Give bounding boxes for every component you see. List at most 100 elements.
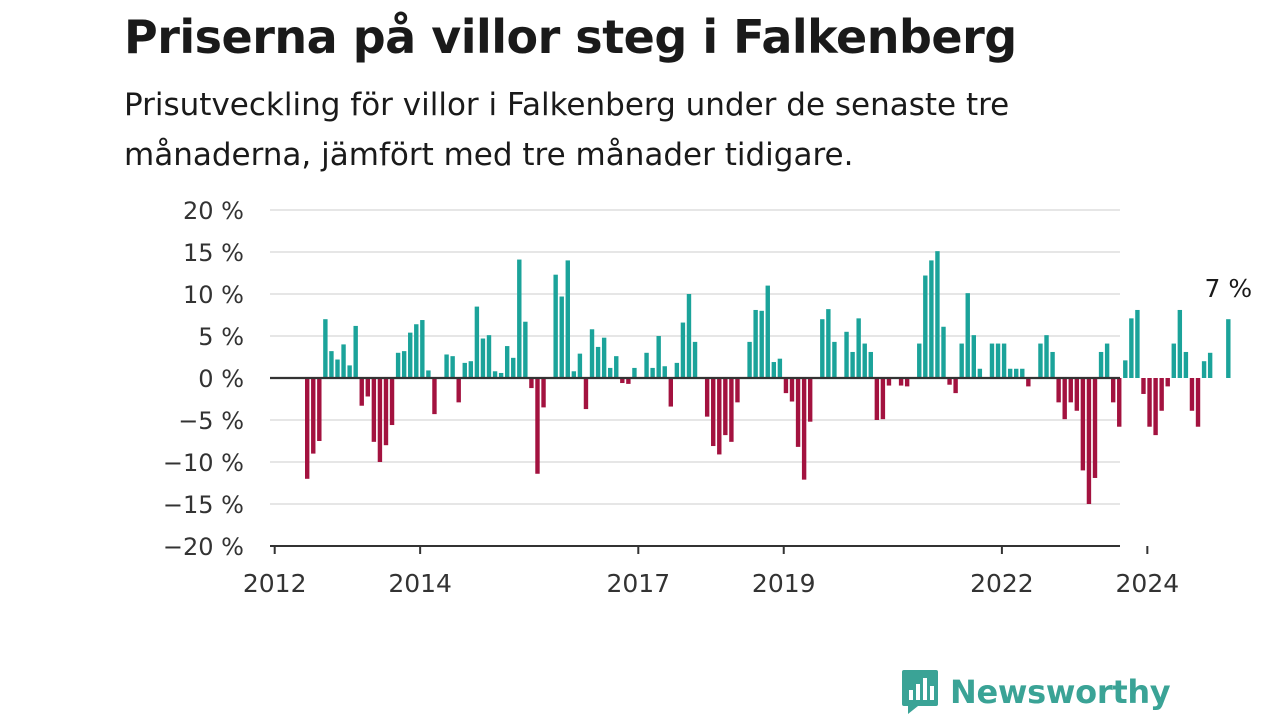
- bar: [935, 251, 940, 378]
- bar: [765, 285, 770, 378]
- x-axis-labels: 2012 2014 2017 2019 2022 2024: [243, 546, 1179, 598]
- bar: [626, 378, 631, 384]
- bar: [953, 378, 958, 394]
- bar: [801, 378, 807, 480]
- x-tick-label: 2022: [970, 569, 1034, 598]
- bar: [614, 356, 619, 378]
- grid-lines: [270, 209, 1120, 505]
- bar: [1044, 335, 1049, 378]
- bar: [832, 341, 837, 378]
- bar: [401, 351, 407, 378]
- bar: [874, 378, 880, 420]
- bar: [735, 378, 740, 403]
- bar: [1014, 368, 1019, 378]
- y-tick-label: 10 %: [183, 281, 244, 309]
- x-tick-label: 2019: [752, 569, 816, 598]
- bar: [1207, 352, 1213, 378]
- bar: [898, 378, 904, 386]
- chart-title: Priserna på villor steg i Falkenberg: [124, 10, 1017, 64]
- bar: [486, 335, 492, 378]
- bar: [474, 306, 480, 378]
- bar: [1074, 378, 1080, 411]
- bar: [704, 378, 710, 417]
- annotations: 7 %: [1205, 274, 1253, 303]
- bar: [1123, 360, 1128, 378]
- bar: [674, 362, 680, 378]
- bar: [553, 274, 558, 378]
- bar: [535, 378, 540, 474]
- bar: [420, 320, 425, 378]
- bar: [1026, 378, 1031, 387]
- y-tick-label: 20 %: [183, 197, 244, 225]
- bar: [729, 378, 734, 442]
- bars: [305, 251, 1231, 504]
- bar: [335, 359, 340, 378]
- bar: [462, 362, 467, 378]
- bar: [947, 378, 952, 385]
- bar: [1189, 378, 1195, 411]
- bar: [523, 321, 528, 378]
- bar: [880, 378, 886, 420]
- bar: [1050, 351, 1055, 378]
- bar: [620, 378, 625, 384]
- bar: [589, 329, 595, 378]
- bar: [1141, 378, 1146, 394]
- bar: [965, 293, 970, 378]
- bar: [692, 341, 698, 378]
- bar: [929, 260, 934, 378]
- x-tick-label: 2017: [606, 569, 670, 598]
- bar: [432, 378, 437, 415]
- bar: [995, 343, 1001, 378]
- bar: [498, 372, 504, 378]
- bar: [1007, 368, 1013, 378]
- bar: [492, 371, 498, 378]
- bar: [571, 371, 577, 378]
- bar: [1056, 378, 1061, 403]
- brand-logo: Newsworthy: [900, 668, 1171, 716]
- bar: [686, 294, 692, 378]
- bar: [347, 365, 352, 378]
- bar: [444, 354, 449, 378]
- bar: [1195, 378, 1201, 427]
- y-tick-label: 5 %: [198, 323, 244, 351]
- bar: [1171, 343, 1176, 378]
- bar: [680, 322, 686, 378]
- bar: [389, 378, 395, 426]
- bar: [480, 338, 486, 378]
- bar: [850, 351, 855, 378]
- bar: [971, 335, 976, 378]
- bar: [668, 378, 673, 407]
- bar: [644, 352, 649, 378]
- bar: [711, 378, 716, 447]
- x-tick-label: 2024: [1116, 569, 1180, 598]
- bar: [383, 378, 389, 446]
- bar: [1104, 343, 1110, 378]
- bar: [862, 343, 867, 378]
- y-axis-labels: 20 % 15 % 10 % 5 % 0 % −5 % −10 % −15 % −20 %: [163, 197, 244, 561]
- bar: [923, 275, 928, 378]
- axes: [270, 376, 1120, 547]
- bar: [1001, 343, 1007, 378]
- bar: [1117, 378, 1122, 427]
- y-tick-label: −10 %: [163, 449, 244, 477]
- bar: [1159, 378, 1164, 411]
- bar: [583, 378, 589, 410]
- bar: [565, 260, 570, 378]
- bar: [917, 343, 922, 378]
- bar: [1183, 351, 1189, 378]
- bar: [1177, 309, 1183, 378]
- bar: [414, 324, 419, 378]
- x-tick-label: 2012: [243, 569, 307, 598]
- bar: [305, 378, 310, 479]
- bar: [632, 367, 637, 378]
- bar: [662, 366, 667, 378]
- bar: [1092, 378, 1098, 478]
- bar: [317, 378, 322, 441]
- bar: [1080, 378, 1086, 471]
- bar: [886, 378, 892, 386]
- y-tick-label: 0 %: [198, 365, 244, 393]
- bar: [777, 358, 783, 378]
- bar: [365, 378, 370, 397]
- bar: [395, 352, 401, 378]
- bar: [323, 319, 328, 378]
